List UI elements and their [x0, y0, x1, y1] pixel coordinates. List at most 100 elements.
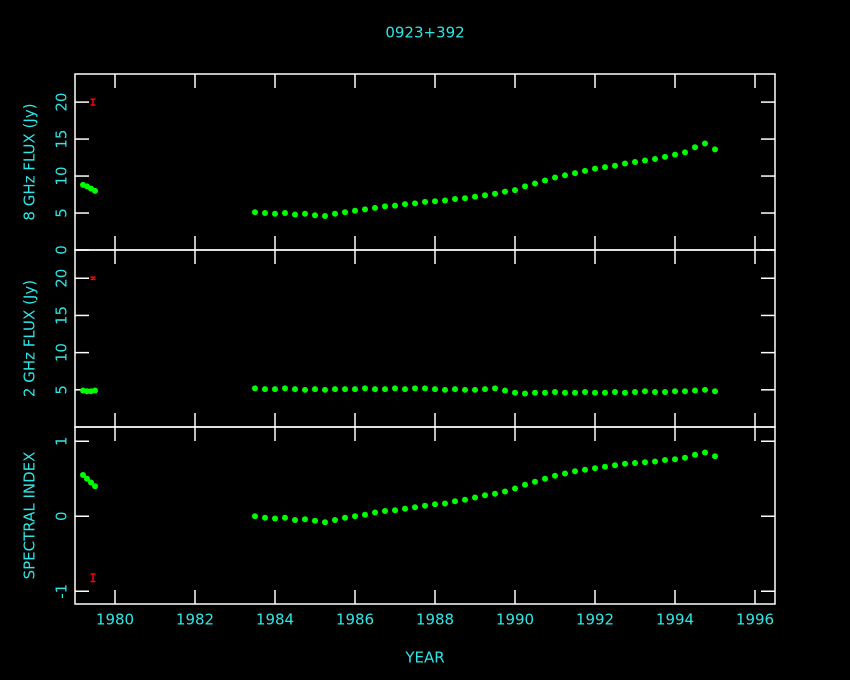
data-point — [562, 389, 568, 396]
data-point — [562, 172, 568, 179]
data-point — [462, 496, 468, 503]
data-point — [392, 202, 398, 209]
data-point — [692, 387, 698, 394]
data-point — [662, 457, 668, 463]
data-point — [592, 165, 598, 172]
y-tick-label: 20 — [53, 269, 71, 288]
data-point — [582, 389, 588, 396]
data-point — [482, 386, 488, 393]
data-point — [672, 151, 678, 158]
x-tick-label: 1990 — [496, 611, 534, 629]
data-point — [342, 209, 348, 216]
data-point — [352, 513, 358, 520]
data-point — [412, 385, 418, 392]
data-point — [672, 456, 678, 463]
x-tick-label: 1996 — [736, 611, 774, 629]
y-tick-label: 0 — [53, 245, 71, 255]
data-point — [552, 389, 558, 396]
data-point — [362, 385, 368, 392]
data-point — [712, 453, 718, 460]
x-axis-label: YEAR — [404, 649, 444, 667]
y-axis-label: 2 GHz FLUX (Jy) — [21, 280, 39, 397]
data-point — [562, 470, 568, 477]
data-point — [622, 160, 628, 167]
data-point — [442, 386, 448, 393]
x-tick-label: 1982 — [176, 611, 214, 629]
data-point — [262, 386, 268, 393]
x-tick-label: 1988 — [416, 611, 454, 629]
data-point — [252, 513, 258, 520]
data-point — [592, 465, 598, 472]
data-point — [332, 517, 338, 523]
data-point — [582, 466, 588, 473]
data-point — [482, 492, 488, 499]
data-point — [92, 187, 98, 194]
data-point — [532, 389, 538, 396]
data-point — [522, 481, 528, 488]
y-axis-label: SPECTRAL INDEX — [21, 452, 39, 580]
y-tick-label: 5 — [53, 385, 71, 395]
y-tick-label: 15 — [53, 130, 71, 149]
data-point — [642, 388, 648, 395]
data-point — [632, 389, 638, 396]
error-bar — [90, 573, 96, 583]
data-point — [692, 451, 698, 458]
data-point — [492, 490, 498, 497]
data-point — [392, 385, 398, 392]
data-point — [372, 386, 378, 393]
data-point — [632, 159, 638, 165]
data-point — [352, 386, 358, 393]
plot-frame — [74, 73, 776, 251]
x-tick-label: 1980 — [96, 611, 134, 629]
data-point — [522, 183, 528, 190]
data-point — [492, 385, 498, 392]
data-point — [662, 153, 668, 160]
data-point — [412, 200, 418, 207]
data-point — [612, 462, 618, 469]
data-point — [572, 170, 578, 177]
data-point — [312, 517, 318, 524]
data-point — [84, 475, 90, 482]
y-tick-label: 10 — [53, 167, 71, 186]
data-point — [672, 388, 678, 395]
data-point — [612, 389, 618, 396]
data-point — [602, 389, 608, 396]
plot-frame — [74, 426, 776, 605]
data-point — [552, 174, 558, 181]
data-point — [312, 386, 318, 393]
data-point — [622, 460, 628, 467]
data-point — [502, 488, 508, 495]
data-point — [432, 198, 438, 205]
data-point — [472, 386, 478, 393]
data-point — [352, 207, 358, 214]
data-point — [542, 389, 548, 396]
data-point — [432, 386, 438, 393]
data-point — [472, 193, 478, 200]
data-point — [272, 515, 278, 522]
chart-title: 0923+392 — [385, 24, 464, 42]
data-point — [262, 514, 268, 521]
data-point — [452, 498, 458, 505]
x-tick-label: 1986 — [336, 611, 374, 629]
x-tick-label: 1984 — [256, 611, 294, 629]
data-point — [522, 390, 528, 397]
data-point — [442, 197, 448, 204]
data-point — [712, 388, 718, 395]
data-point — [452, 195, 458, 202]
data-point — [92, 387, 98, 394]
data-point — [592, 389, 598, 396]
data-point — [362, 206, 368, 213]
y-tick-label: -1 — [53, 584, 71, 599]
data-point — [512, 187, 518, 194]
data-point — [252, 385, 258, 392]
data-point — [322, 386, 328, 393]
data-point — [252, 209, 258, 216]
x-tick-label: 1992 — [576, 611, 614, 629]
data-point — [462, 386, 468, 393]
y-axis-label: 8 GHz FLUX (Jy) — [21, 103, 39, 220]
data-point — [362, 511, 368, 518]
data-point — [442, 500, 448, 507]
data-point — [542, 475, 548, 482]
data-point — [302, 386, 308, 393]
